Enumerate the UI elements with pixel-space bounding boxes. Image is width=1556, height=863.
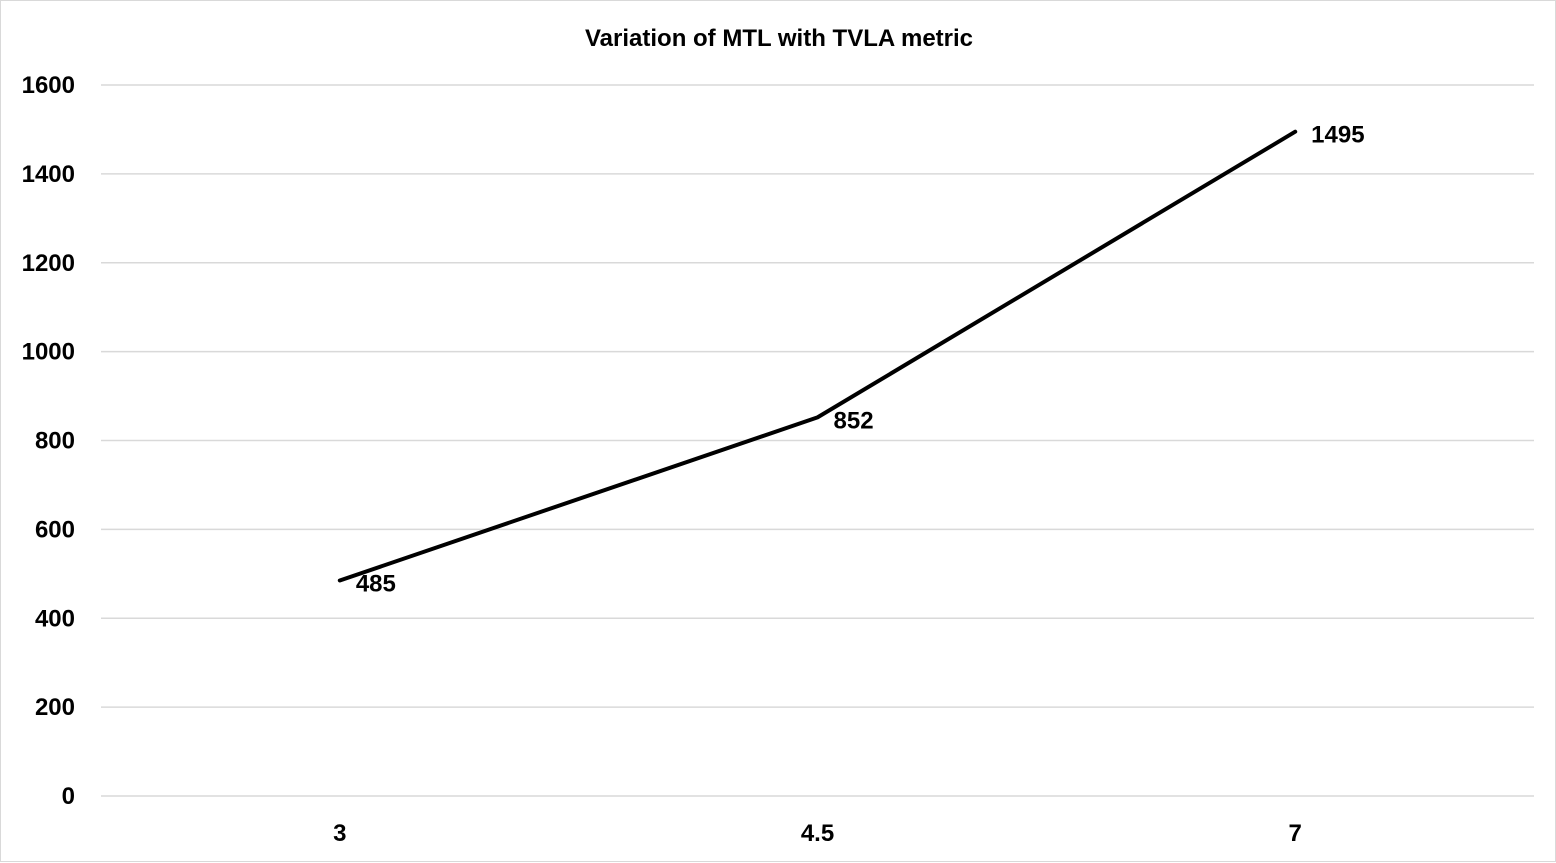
series-layer — [337, 129, 1298, 583]
x-tick-label: 3 — [333, 820, 346, 847]
data-label: 485 — [356, 570, 396, 597]
y-tick-label: 1600 — [22, 72, 75, 99]
gridlines — [101, 84, 1534, 797]
y-tick-label: 1400 — [22, 161, 75, 188]
y-tick-label: 0 — [62, 783, 75, 810]
y-tick-label: 1000 — [22, 339, 75, 366]
y-tick-label: 600 — [35, 516, 75, 543]
y-tick-label: 200 — [35, 694, 75, 721]
data-label: 1495 — [1311, 122, 1364, 149]
y-tick-label: 800 — [35, 428, 75, 455]
data-label: 852 — [834, 407, 874, 434]
x-tick-label: 7 — [1288, 820, 1301, 847]
y-axis-ticks: 0 200 400 600 800 1000 1200 1400 1600 — [22, 72, 75, 810]
y-tick-label: 400 — [35, 605, 75, 632]
data-labels: 485 852 1495 — [356, 122, 1365, 598]
series-line — [337, 129, 1298, 583]
x-axis-ticks: 3 4.5 7 — [333, 820, 1302, 847]
y-tick-label: 1200 — [22, 250, 75, 277]
chart-title: Variation of MTL with TVLA metric — [585, 25, 973, 52]
x-tick-label: 4.5 — [801, 820, 834, 847]
